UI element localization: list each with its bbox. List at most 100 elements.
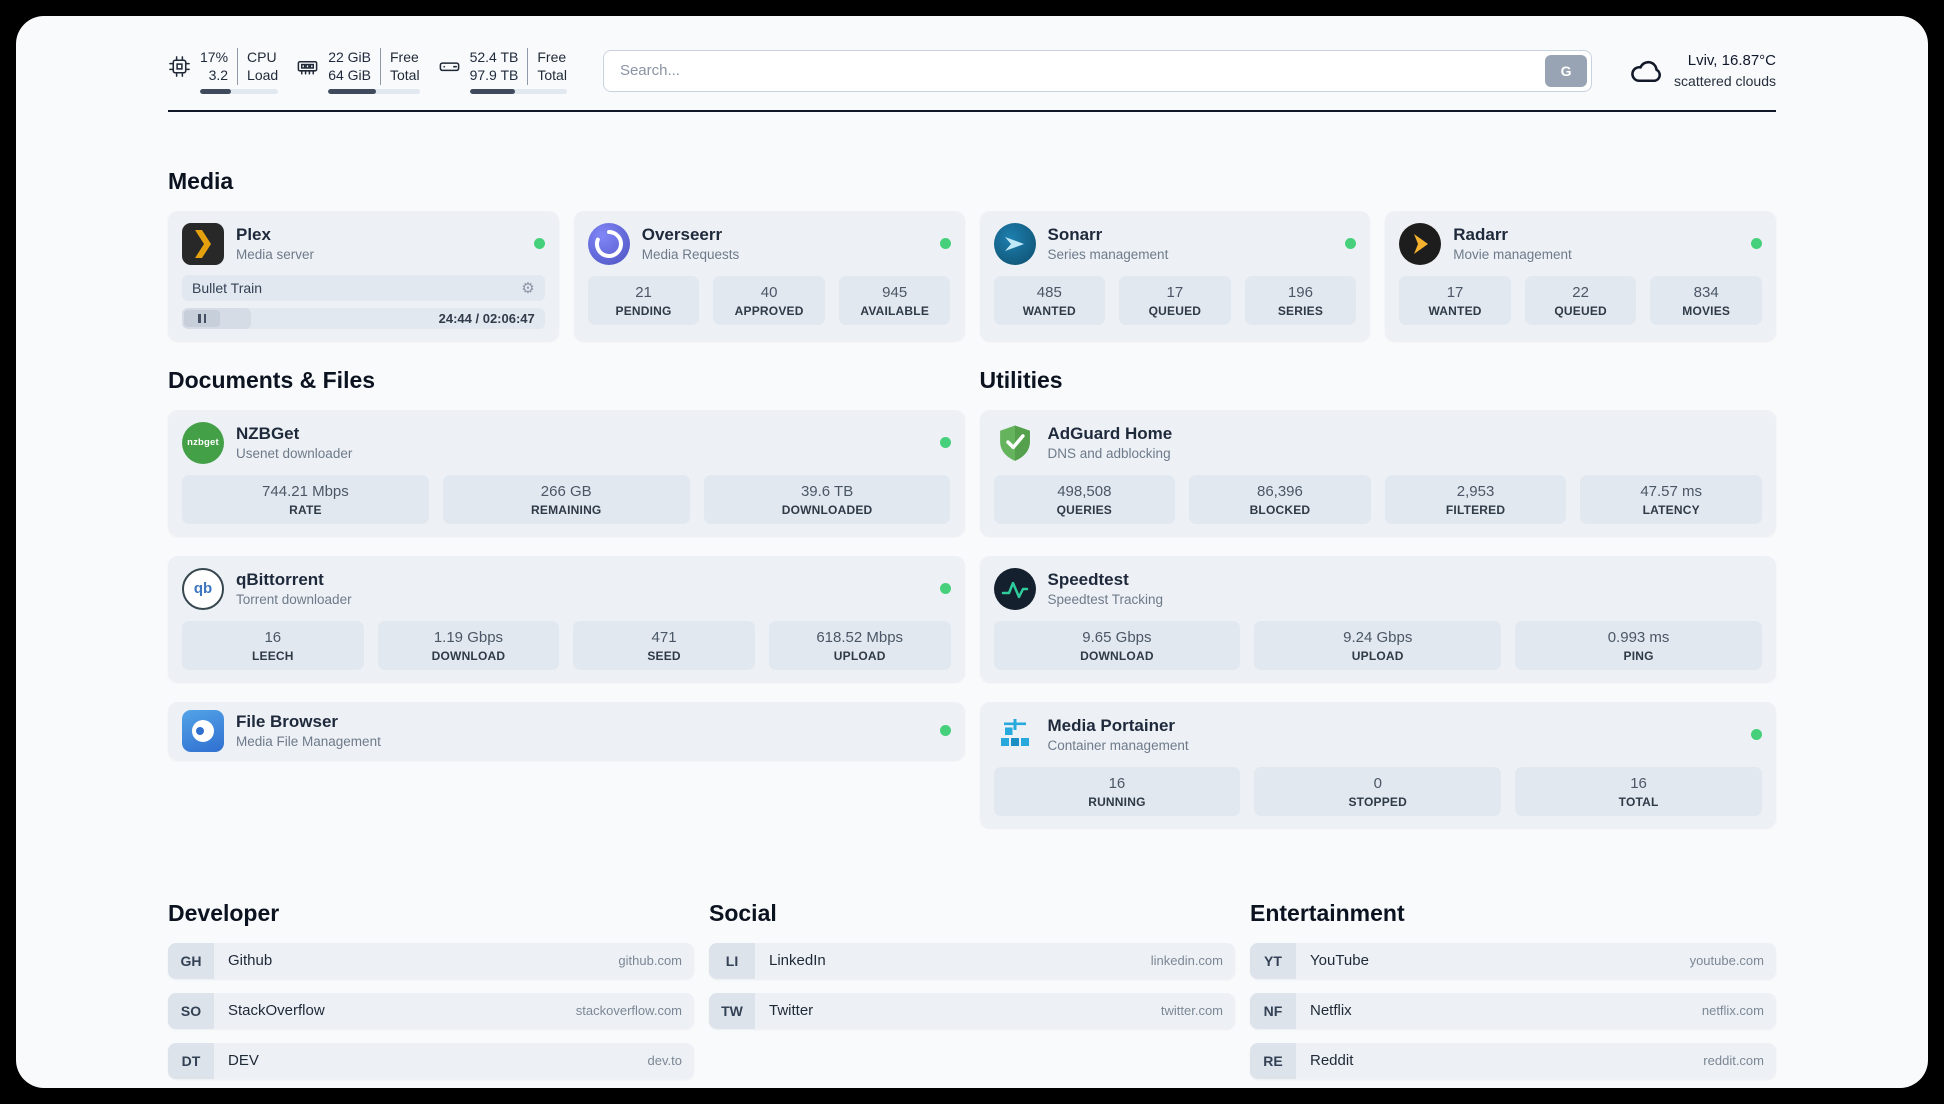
bookmark-name: LinkedIn	[769, 952, 826, 970]
stat-movies: 834 MOVIES	[1650, 275, 1762, 325]
bookmark-twitter[interactable]: TW Twitter twitter.com	[709, 992, 1235, 1029]
app-name: Overseerr	[641, 225, 723, 245]
disk-free-value: 52.4 TB	[469, 49, 519, 65]
developer-section-title: Developer	[168, 899, 280, 926]
app-name: File Browser	[236, 712, 339, 732]
stat-approved: 40 APPROVED	[713, 275, 825, 325]
app-description: Usenet downloader	[236, 446, 353, 462]
weather-condition: scattered clouds	[1674, 72, 1776, 89]
bookmark-stackoverflow[interactable]: SO StackOverflow stackoverflow.com	[168, 992, 694, 1029]
bookmark-linkedin[interactable]: LI LinkedIn linkedin.com	[709, 942, 1235, 979]
bookmark-github[interactable]: GH Github github.com	[168, 942, 694, 979]
bookmark-netflix[interactable]: NF Netflix netflix.com	[1250, 992, 1776, 1029]
ram-total-value: 64 GiB	[328, 67, 371, 84]
app-description: Speedtest Tracking	[1047, 592, 1164, 608]
stat-filtered: 2,953 FILTERED	[1384, 474, 1567, 524]
bookmark-name: StackOverflow	[228, 1002, 325, 1020]
card-speedtest[interactable]: Speedtest Speedtest Tracking 9.65 Gbps D…	[979, 555, 1776, 682]
card-adguard[interactable]: AdGuard Home DNS and adblocking 498,508 …	[979, 409, 1776, 536]
card-plex[interactable]: Plex Media server Bullet Train ⚙ 24:44 /…	[168, 210, 559, 341]
app-description: Torrent downloader	[236, 592, 352, 608]
card-nzbget[interactable]: nzbget NZBGet Usenet downloader 744.21 M…	[168, 409, 965, 536]
status-dot	[939, 583, 951, 595]
disk-stat-widget: 52.4 TB 97.9 TB Free Total	[438, 48, 567, 94]
bookmarks-social: Social LI LinkedIn linkedin.com TW Twitt…	[709, 900, 1235, 1088]
ram-total-label: Total	[390, 67, 420, 84]
radarr-icon	[1399, 222, 1442, 265]
playback-progress-bar[interactable]: 24:44 / 02:06:47	[182, 307, 545, 329]
status-dot	[1345, 238, 1357, 250]
bookmark-url: github.com	[618, 953, 682, 969]
card-radarr[interactable]: Radarr Movie management 17 WANTED 22 QUE…	[1385, 210, 1776, 341]
speedtest-icon	[993, 567, 1036, 610]
top-bar: 17% 3.2 CPU Load	[168, 48, 1776, 94]
bookmark-name: Netflix	[1310, 1002, 1352, 1020]
stat-queued: 17 QUEUED	[1119, 275, 1231, 325]
nzbget-icon: nzbget	[182, 421, 224, 464]
app-description: Series management	[1047, 247, 1169, 263]
entertainment-section-title: Entertainment	[1250, 899, 1405, 926]
stat-seed: 471 SEED	[573, 620, 755, 670]
stat-download: 9.65 Gbps DOWNLOAD	[993, 620, 1241, 670]
bookmark-reddit[interactable]: RE Reddit reddit.com	[1250, 1042, 1776, 1079]
ram-stat-widget: 22 GiB 64 GiB Free Total	[296, 48, 420, 94]
status-dot	[1751, 238, 1762, 250]
app-description: Media File Management	[236, 734, 381, 750]
stat-queries: 498,508 QUERIES	[993, 474, 1176, 524]
filebrowser-icon	[182, 709, 224, 752]
bookmark-abbr: LI	[709, 942, 755, 979]
portainer-icon	[994, 714, 1036, 756]
qbittorrent-icon-text: qb	[193, 580, 213, 598]
card-sonarr[interactable]: Sonarr Series management 485 WANTED 17 Q…	[979, 210, 1371, 341]
bookmarks-developer: Developer GH Github github.com SO StackO…	[168, 900, 694, 1088]
app-name: Plex	[236, 225, 271, 245]
cpu-progress-bar	[200, 88, 279, 94]
search-input[interactable]	[602, 49, 1593, 92]
cpu-load-label: Load	[247, 67, 279, 84]
cpu-progress-fill	[200, 88, 232, 94]
stat-wanted: 17 WANTED	[1399, 275, 1511, 325]
documents-section-title: Documents & Files	[168, 366, 376, 393]
bookmark-abbr: GH	[168, 942, 214, 979]
bookmark-dev[interactable]: DT DEV dev.to	[168, 1042, 694, 1079]
bookmark-name: Reddit	[1310, 1052, 1354, 1070]
bookmark-url: youtube.com	[1689, 953, 1764, 969]
bookmark-name: DEV	[228, 1052, 259, 1070]
bookmark-abbr: NF	[1250, 992, 1296, 1029]
bookmark-name: YouTube	[1310, 952, 1369, 970]
cpu-label: CPU	[247, 49, 277, 65]
pause-icon[interactable]	[184, 309, 220, 327]
ram-progress-fill	[328, 88, 376, 94]
stat-running: 16 RUNNING	[993, 766, 1241, 816]
cpu-load-value: 3.2	[208, 67, 229, 84]
app-description: Container management	[1047, 738, 1189, 754]
card-portainer[interactable]: Media Portainer Container management 16 …	[979, 701, 1776, 828]
disk-icon	[438, 55, 461, 78]
status-dot	[939, 725, 951, 737]
bookmark-youtube[interactable]: YT YouTube youtube.com	[1250, 942, 1776, 979]
app-description: DNS and adblocking	[1047, 446, 1171, 462]
app-name: Speedtest	[1047, 570, 1129, 590]
bookmark-url: reddit.com	[1703, 1053, 1764, 1069]
card-qbittorrent[interactable]: qb qBittorrent Torrent downloader 16 LEE…	[168, 555, 965, 682]
stat-wanted: 485 WANTED	[993, 275, 1106, 325]
playback-time: 24:44 / 02:06:47	[438, 310, 535, 326]
disk-progress-bar	[469, 88, 567, 94]
stat-downloaded: 39.6 TB DOWNLOADED	[703, 474, 951, 524]
stat-latency: 47.57 ms LATENCY	[1580, 474, 1762, 524]
cpu-icon	[168, 55, 191, 78]
bookmark-url: stackoverflow.com	[575, 1003, 682, 1019]
section-media: Media Plex Media server Bullet	[168, 168, 1776, 341]
status-dot	[533, 238, 545, 250]
ram-free-label: Free	[390, 49, 419, 65]
section-utilities: Utilities AdGuard Home DNS and	[979, 367, 1776, 848]
system-stats: 17% 3.2 CPU Load	[168, 48, 567, 94]
disk-total-value: 97.9 TB	[469, 67, 519, 84]
card-filebrowser[interactable]: File Browser Media File Management	[168, 701, 965, 760]
gear-icon[interactable]: ⚙	[521, 279, 535, 297]
search-provider-button[interactable]: G	[1545, 54, 1588, 87]
adguard-icon	[994, 422, 1036, 464]
status-dot	[1751, 729, 1762, 741]
card-overseerr[interactable]: Overseerr Media Requests 21 PENDING 40 A…	[573, 210, 965, 341]
stat-ping: 0.993 ms PING	[1515, 620, 1762, 670]
